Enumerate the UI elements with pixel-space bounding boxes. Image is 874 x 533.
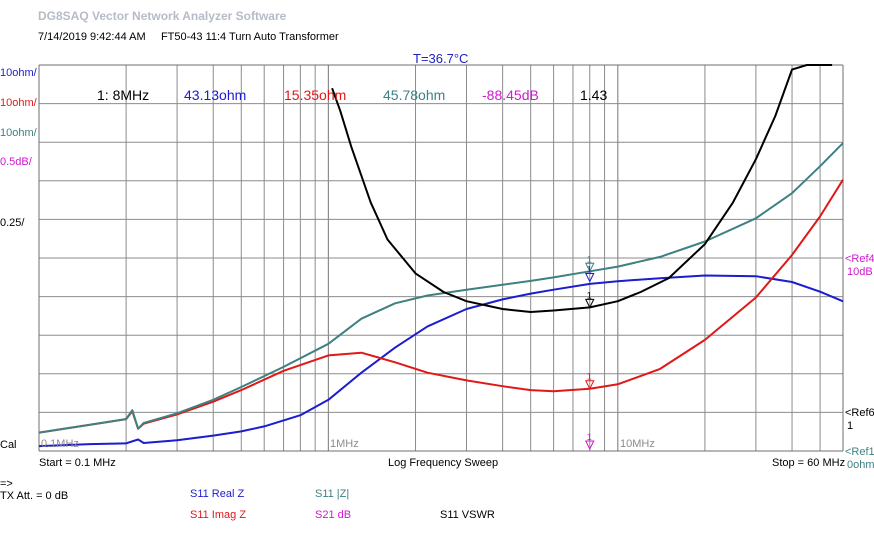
legend-real: S11 Real Z — [190, 488, 244, 500]
scale-label-s21: 0.5dB/ — [0, 156, 33, 168]
ref-bottom-label: <Ref1 — [845, 446, 874, 458]
scale-label-real: 10ohm/ — [0, 67, 38, 79]
legend-abs: S11 |Z| — [315, 488, 349, 500]
temperature: T=36.7°C — [413, 51, 469, 66]
scale-label-abs: 10ohm/ — [0, 127, 38, 139]
app-title: DG8SAQ Vector Network Analyzer Software — [38, 9, 287, 23]
tx-attenuation: TX Att. = 0 dB — [0, 490, 68, 502]
arrow-indicator: => — [0, 478, 13, 490]
marker-abs — [584, 262, 595, 273]
marker-abs-label: 1 — [587, 254, 592, 264]
plot-grid — [39, 65, 843, 451]
marker-imag-label: 1 — [587, 372, 592, 382]
marker-real-label: 1 — [587, 265, 592, 275]
ref-bottom-unit: 0ohm — [847, 459, 874, 471]
ref4-label: <Ref4 — [845, 253, 874, 265]
marker-vswr — [584, 298, 595, 309]
marker-imag — [584, 380, 595, 390]
ref4-value: 10dB — [847, 266, 873, 278]
readout-real: 43.13ohm — [184, 87, 246, 103]
series-line-s-z- — [38, 142, 844, 434]
marker-vswr-label: 1 — [587, 290, 592, 300]
legend-imag: S11 Imag Z — [190, 509, 246, 521]
legend-s21: S21 dB — [315, 509, 351, 521]
ref6-label: <Ref6 — [845, 407, 874, 419]
start-freq: Start = 0.1 MHz — [39, 457, 116, 469]
freq-label-10: 10MHz — [620, 438, 655, 450]
marker-s21-label: 1 — [587, 432, 592, 442]
marker-s21 — [584, 440, 595, 451]
scale-label-imag: 10ohm/ — [0, 97, 38, 109]
stop-freq: Stop = 60 MHz — [772, 457, 845, 469]
cal-label: Cal — [0, 439, 17, 451]
readout-s21: -88.45dB — [482, 87, 539, 103]
legend-vswr: S11 VSWR — [440, 509, 495, 521]
measurement-meta: 7/14/2019 9:42:44 AM FT50-43 11:4 Turn A… — [38, 31, 339, 43]
description: FT50-43 11:4 Turn Auto Transformer — [160, 31, 339, 43]
marker-real — [584, 273, 595, 283]
sweep-mode: Log Frequency Sweep — [388, 457, 498, 469]
timestamp: 7/14/2019 9:42:44 AM — [38, 31, 146, 43]
ref6-value: 1 — [847, 420, 853, 432]
freq-label-1: 1MHz — [330, 438, 359, 450]
readout-mag: 45.78ohm — [383, 87, 445, 103]
series-layer — [38, 64, 844, 448]
readout-imag: 15.35ohm — [284, 87, 346, 103]
freq-label-0.1: 0.1MHz — [41, 438, 79, 450]
readout-marker: 1: 8MHz — [97, 87, 149, 103]
readout-vswr: 1.43 — [580, 87, 607, 103]
scale-label-vswr: 0.25/ — [0, 217, 25, 229]
series-line-s-real-z — [38, 274, 844, 448]
